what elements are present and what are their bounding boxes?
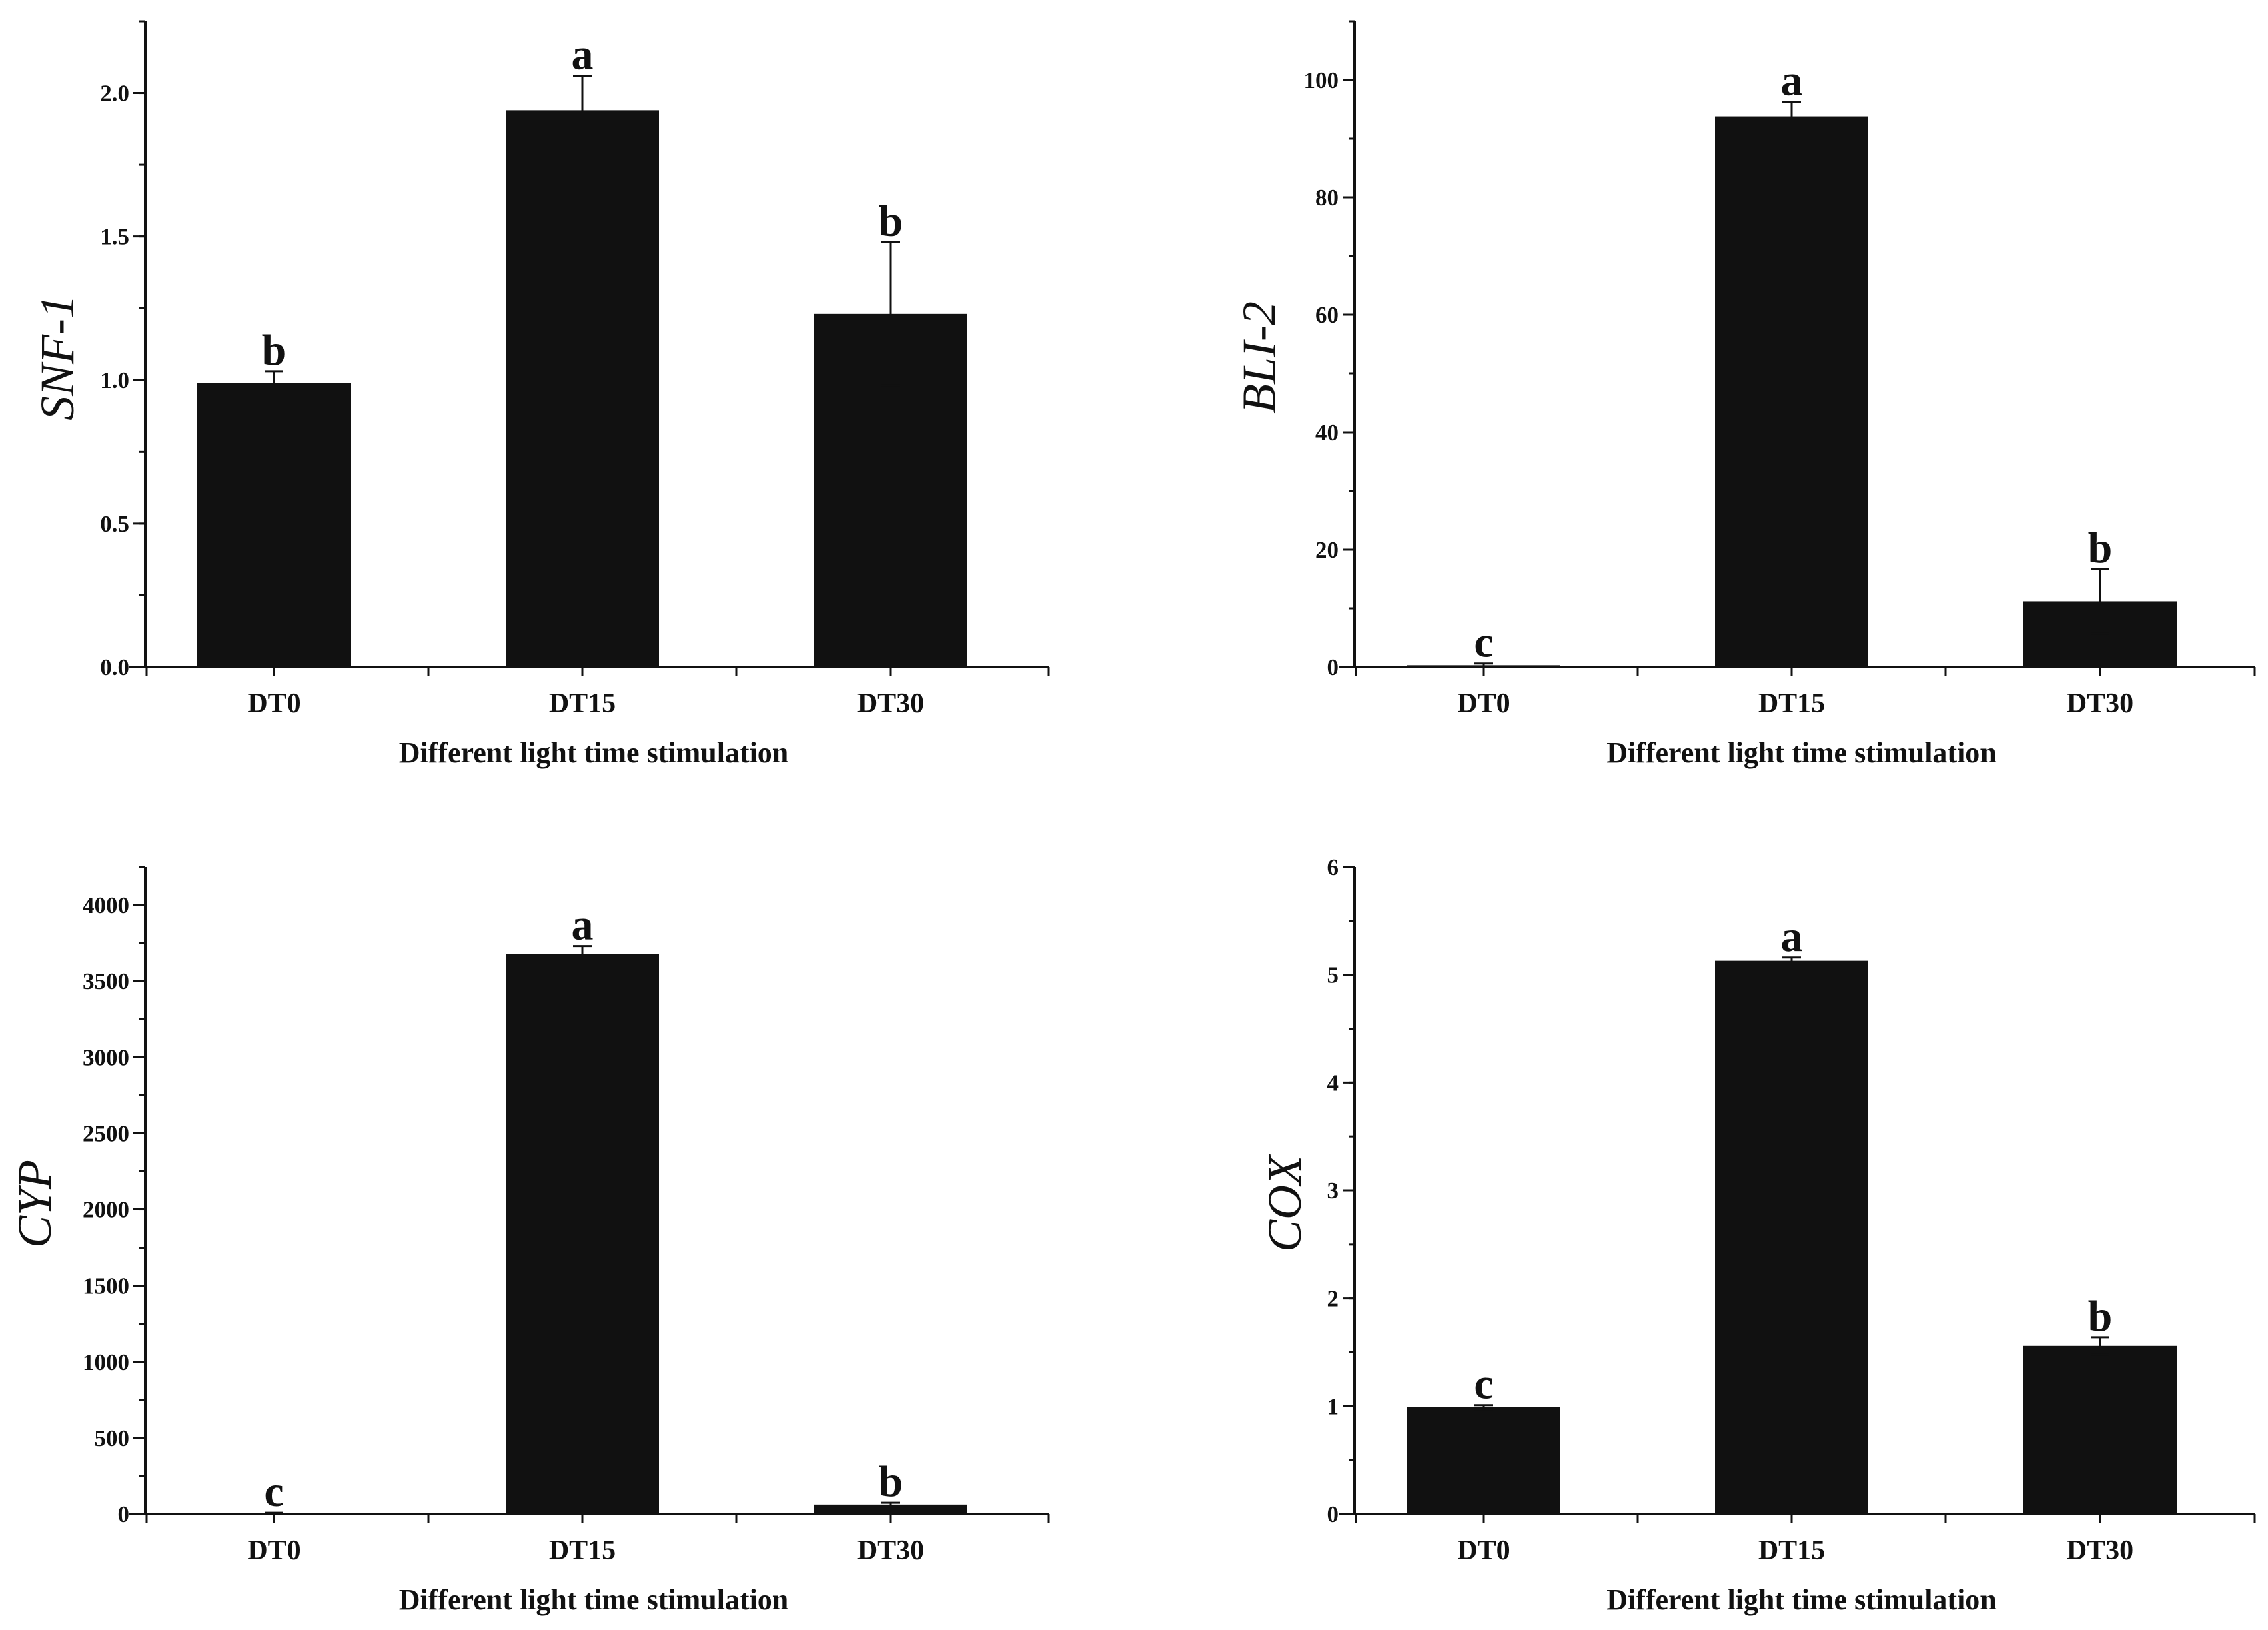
y-tick-label: 2 xyxy=(1327,1286,1339,1312)
x-category-label: DT30 xyxy=(2067,1535,2133,1566)
x-category-label: DT30 xyxy=(857,688,924,719)
chart-panel-1: b a b 0.0 0.5 1.0 1.5 2.0 DT0 DT15 DT30 Different l… xyxy=(31,20,1050,769)
chart-panel-4: c a b 0 1 2 3 4 5 6 DT0 DT15 DT30 Different light tim… xyxy=(1258,854,2256,1616)
y-tick-label: 1 xyxy=(1327,1393,1339,1419)
bar-dt15 xyxy=(506,954,659,1514)
y-axis-title: COX xyxy=(1258,1154,1311,1252)
x-category-label: DT15 xyxy=(549,688,616,719)
y-tick-label: 0.0 xyxy=(100,654,129,680)
error-bar-dt30 xyxy=(2091,568,2109,635)
y-tick-label: 0 xyxy=(1327,1501,1339,1527)
y-tick-label: 0 xyxy=(118,1501,130,1527)
y-tick-label: 1500 xyxy=(83,1273,129,1299)
y-tick-label: 100 xyxy=(1304,67,1339,93)
y-axis-title: CYP xyxy=(8,1160,61,1248)
y-tick-label: 6 xyxy=(1327,854,1339,880)
error-bar-dt30 xyxy=(881,241,900,387)
significance-label: c xyxy=(1474,1360,1493,1409)
y-tick-label: 2000 xyxy=(83,1197,129,1223)
x-category-label: DT15 xyxy=(1758,688,1825,719)
y-tick-label: 500 xyxy=(95,1425,130,1451)
bar-dt15 xyxy=(506,110,659,667)
y-tick-label: 3 xyxy=(1327,1178,1339,1204)
y-tick-label: 1.5 xyxy=(100,224,129,250)
significance-label: a xyxy=(572,901,594,950)
y-tick-label: 1000 xyxy=(83,1349,129,1375)
y-tick-label: 4000 xyxy=(83,892,129,918)
significance-label: b xyxy=(879,1457,903,1506)
bar-dt15 xyxy=(1715,116,1868,667)
x-category-label: DT0 xyxy=(247,688,300,719)
y-tick-label: 2500 xyxy=(83,1120,129,1146)
significance-label: a xyxy=(572,31,594,79)
chart-panel-3: c a b 0 500 1000 1500 2000 2500 3000 3500 4000 DT0 DT… xyxy=(8,866,1050,1616)
y-tick-label: 3500 xyxy=(83,968,129,994)
error-bar-dt0 xyxy=(1474,1404,1493,1411)
y-tick-label: 0.5 xyxy=(100,511,129,537)
y-tick-label: 0 xyxy=(1327,654,1339,680)
bar-dt15 xyxy=(1715,960,1868,1514)
error-bar-dt15 xyxy=(573,945,592,963)
y-tick-label: 5 xyxy=(1327,962,1339,988)
significance-label: b xyxy=(262,326,287,375)
significance-label: b xyxy=(879,197,903,245)
x-axis-title: Different light time stimulation xyxy=(1606,1583,1997,1616)
significance-label: c xyxy=(1474,618,1493,667)
bar-dt30 xyxy=(2023,1345,2177,1514)
x-axis-title: Different light time stimulation xyxy=(399,736,789,769)
x-category-label: DT0 xyxy=(1457,688,1510,719)
x-axis-title: Different light time stimulation xyxy=(399,1583,789,1616)
y-tick-label: 4 xyxy=(1327,1070,1339,1096)
error-bar-dt0 xyxy=(265,370,284,395)
y-tick-label: 1.0 xyxy=(100,367,129,393)
y-tick-label: 80 xyxy=(1315,185,1339,211)
y-axis-title: BLI-2 xyxy=(1233,301,1286,414)
bar-dt30 xyxy=(814,1504,967,1514)
error-bar-dt15 xyxy=(1782,956,1801,965)
significance-label: b xyxy=(2088,1292,2113,1341)
x-category-label: DT30 xyxy=(857,1535,924,1566)
significance-label: a xyxy=(1781,57,1803,105)
bar-dt0 xyxy=(197,383,351,667)
significance-label: b xyxy=(2088,524,2113,572)
y-axis-title: SNF-1 xyxy=(31,295,84,420)
significance-label: a xyxy=(1781,912,1803,961)
chart-panel-2: c a b 0 20 40 60 80 100 DT0 DT15 DT30 Different ligh… xyxy=(1233,20,2256,769)
x-category-label: DT15 xyxy=(549,1535,616,1566)
y-tick-label: 20 xyxy=(1315,537,1339,563)
y-tick-label: 2.0 xyxy=(100,81,129,107)
bar-dt0 xyxy=(1407,1407,1560,1514)
error-bar-dt15 xyxy=(1782,101,1801,133)
x-category-label: DT0 xyxy=(247,1535,300,1566)
x-category-label: DT15 xyxy=(1758,1535,1825,1566)
x-category-label: DT0 xyxy=(1457,1535,1510,1566)
y-tick-label: 60 xyxy=(1315,302,1339,328)
error-bar-dt30 xyxy=(2091,1336,2109,1356)
error-bar-dt30 xyxy=(881,1501,900,1508)
y-tick-label: 3000 xyxy=(83,1044,129,1070)
x-category-label: DT30 xyxy=(2067,688,2133,719)
y-tick-label: 40 xyxy=(1315,420,1339,446)
error-bar-dt15 xyxy=(573,75,592,146)
x-axis-title: Different light time stimulation xyxy=(1606,736,1997,769)
significance-label: c xyxy=(264,1467,284,1516)
